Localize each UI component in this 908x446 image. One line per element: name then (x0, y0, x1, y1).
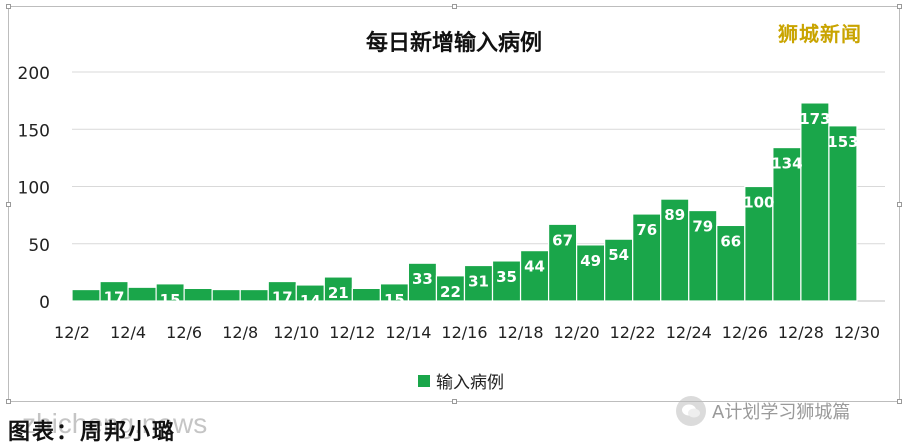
resize-handle[interactable] (452, 4, 457, 9)
data-label: 17 (104, 289, 125, 307)
data-label: 17 (272, 289, 293, 307)
data-label: 14 (300, 292, 321, 310)
resize-handle[interactable] (897, 202, 902, 207)
resize-handle[interactable] (452, 399, 457, 404)
resize-handle[interactable] (6, 399, 11, 404)
wechat-watermark: A计划学习狮城篇 (676, 396, 850, 426)
data-label: 15 (160, 291, 181, 309)
y-tick-label: 200 (18, 64, 50, 84)
watermark-url: zhicheng.news (22, 408, 208, 439)
x-tick-label: 12/16 (441, 323, 487, 342)
y-tick-label: 100 (18, 179, 50, 199)
bar (800, 102, 830, 302)
bar (351, 287, 381, 302)
bar (183, 287, 213, 302)
x-tick-label: 12/30 (834, 323, 880, 342)
bar (407, 262, 438, 302)
data-label: 100 (743, 194, 774, 212)
legend: 输入病例 (418, 373, 504, 393)
x-tick-label: 12/14 (385, 323, 431, 342)
x-tick-label: 12/6 (166, 323, 202, 342)
data-label: 153 (827, 133, 858, 151)
data-label: 79 (692, 218, 713, 236)
wechat-account-name: A计划学习狮城篇 (712, 402, 851, 423)
x-tick-label: 12/28 (778, 323, 824, 342)
data-label: 22 (440, 283, 461, 301)
bar (632, 213, 662, 302)
y-tick-label: 50 (28, 236, 50, 256)
brand-logo-text: 狮城新闻 (778, 22, 862, 46)
y-tick-label: 0 (39, 293, 50, 313)
data-label: 49 (580, 252, 601, 270)
x-tick-label: 12/4 (110, 323, 146, 342)
bar (435, 275, 466, 302)
x-tick-label: 12/20 (554, 323, 600, 342)
x-axis-ticks: 12/2 12/4 12/6 12/8 12/10 12/12 12/14 12/16 12/1… (54, 323, 880, 342)
bar (71, 288, 101, 302)
data-label: 35 (496, 268, 517, 286)
resize-handle[interactable] (897, 399, 902, 404)
data-label: 173 (799, 110, 830, 128)
bar (604, 238, 634, 302)
data-label: 67 (552, 231, 573, 249)
data-labels: 17 15 17 14 21 15 33 22 31 35 44 67 49 54 76 89 79 66 100 1… (104, 110, 859, 310)
data-label: 54 (608, 246, 629, 264)
bar (547, 223, 578, 302)
x-tick-label: 12/18 (497, 323, 543, 342)
wechat-icon (676, 396, 706, 426)
data-label: 21 (328, 284, 349, 302)
bar (519, 250, 550, 302)
x-tick-label: 12/26 (722, 323, 768, 342)
resize-handle[interactable] (6, 202, 11, 207)
data-label: 15 (384, 291, 405, 309)
y-axis-ticks: 0 50 100 150 200 (18, 64, 50, 313)
legend-label: 输入病例 (436, 373, 504, 393)
bar (576, 244, 606, 302)
y-tick-label: 150 (18, 121, 50, 141)
x-tick-label: 12/8 (222, 323, 258, 342)
data-label: 31 (468, 273, 489, 291)
data-label: 76 (636, 221, 657, 239)
x-tick-label: 12/24 (666, 323, 712, 342)
bar (772, 146, 802, 302)
bar (239, 288, 269, 302)
resize-handle[interactable] (6, 4, 11, 9)
data-label: 44 (524, 258, 545, 276)
data-label: 66 (720, 232, 741, 250)
x-tick-label: 12/2 (54, 323, 90, 342)
bar (463, 264, 494, 302)
data-label: 134 (771, 155, 802, 173)
x-tick-label: 12/12 (329, 323, 375, 342)
legend-swatch (418, 375, 430, 387)
bar (211, 288, 241, 302)
bar (716, 224, 746, 302)
bar (744, 185, 774, 302)
bar (828, 125, 858, 302)
bars (71, 102, 858, 302)
x-tick-label: 12/22 (610, 323, 656, 342)
x-tick-label: 12/10 (273, 323, 319, 342)
bar (323, 276, 353, 302)
chart-title: 每日新增输入病例 (366, 30, 542, 56)
bar (491, 260, 522, 302)
bar (660, 198, 690, 302)
resize-handle[interactable] (897, 4, 902, 9)
data-label: 33 (412, 270, 433, 288)
chart-credit: 图表：周邦小璐 (8, 419, 177, 445)
data-label: 89 (664, 206, 685, 224)
bar (127, 286, 157, 302)
